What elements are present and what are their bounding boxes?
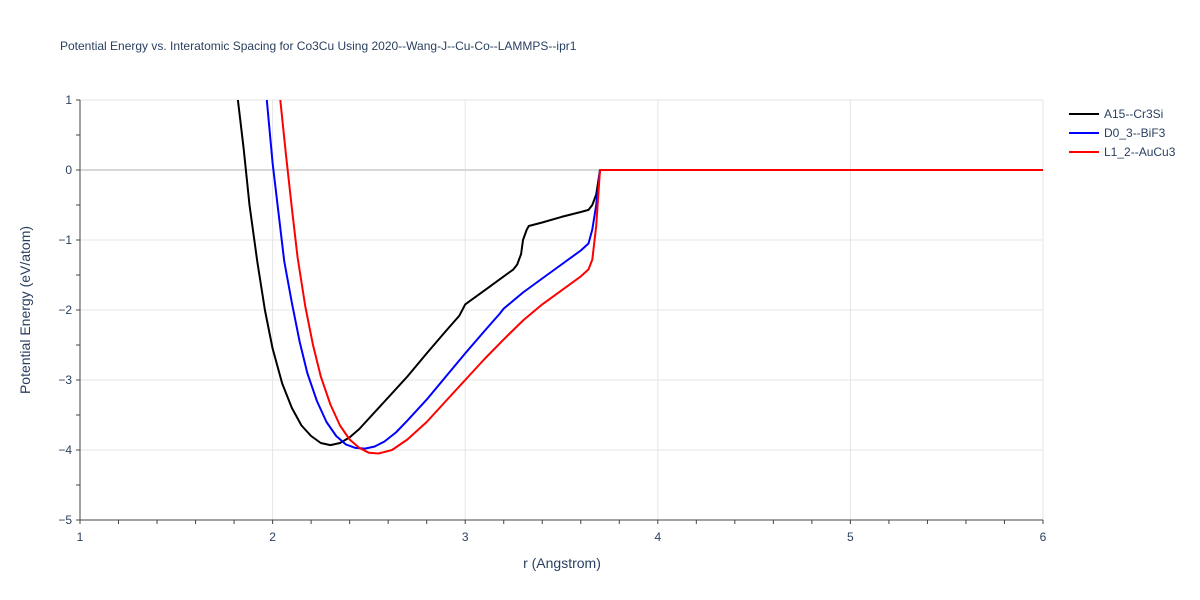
chart-title: Potential Energy vs. Interatomic Spacing… bbox=[60, 39, 577, 53]
y-tick-label: −2 bbox=[58, 303, 72, 317]
y-tick-label: −4 bbox=[58, 443, 72, 457]
series-line-a15-cr3si bbox=[236, 100, 1043, 447]
legend-item[interactable]: A15--Cr3Si bbox=[1069, 107, 1163, 121]
legend[interactable]: A15--Cr3Si D0_3--BiF3 L1_2--AuCu3 bbox=[1069, 107, 1176, 159]
minor-ticks bbox=[76, 99, 1044, 524]
y-tick-label: −5 bbox=[58, 513, 72, 527]
y-axis-label: Potential Energy (eV/atom) bbox=[17, 226, 33, 394]
legend-item[interactable]: D0_3--BiF3 bbox=[1069, 126, 1166, 140]
grid-lines bbox=[80, 99, 1044, 520]
series-line-d0-3-bif3 bbox=[265, 100, 1043, 450]
series-line-l1-2-aucu3 bbox=[279, 100, 1043, 455]
y-axis-ticks: 1 0 −1 −2 −3 −4 −5 bbox=[58, 93, 72, 527]
x-tick-label: 3 bbox=[462, 530, 469, 544]
legend-item[interactable]: L1_2--AuCu3 bbox=[1069, 145, 1176, 159]
x-tick-label: 4 bbox=[654, 530, 661, 544]
legend-label: L1_2--AuCu3 bbox=[1104, 145, 1176, 159]
x-tick-label: 5 bbox=[847, 530, 854, 544]
y-tick-label: −1 bbox=[58, 233, 72, 247]
legend-label: A15--Cr3Si bbox=[1104, 107, 1163, 121]
x-tick-label: 1 bbox=[77, 530, 84, 544]
x-tick-label: 2 bbox=[269, 530, 276, 544]
y-tick-label: 1 bbox=[65, 93, 72, 107]
legend-label: D0_3--BiF3 bbox=[1104, 126, 1166, 140]
x-axis-ticks: 1 2 3 4 5 6 bbox=[77, 530, 1047, 544]
x-tick-label: 6 bbox=[1040, 530, 1047, 544]
series-lines bbox=[236, 100, 1043, 455]
y-tick-label: 0 bbox=[65, 163, 72, 177]
x-axis-label: r (Angstrom) bbox=[523, 555, 601, 571]
y-tick-label: −3 bbox=[58, 373, 72, 387]
